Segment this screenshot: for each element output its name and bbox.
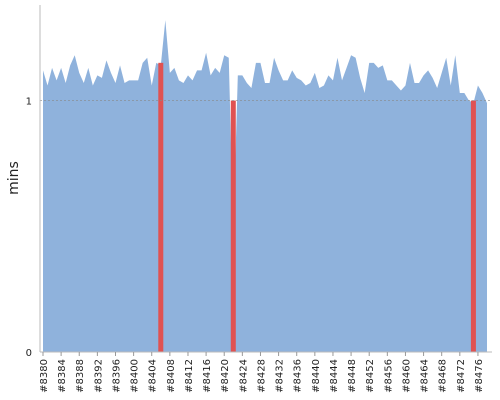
x-tick-label: #8444 bbox=[329, 359, 340, 393]
y-tick-label: 1 bbox=[26, 97, 32, 108]
x-tick-label: #8440 bbox=[311, 359, 322, 393]
x-tick-label: #8412 bbox=[184, 359, 195, 393]
x-tick-label: #8416 bbox=[202, 359, 213, 393]
x-tick-label: #8428 bbox=[256, 359, 267, 393]
x-tick-label: #8384 bbox=[57, 359, 68, 393]
failed-bar bbox=[470, 100, 476, 353]
x-tick-label: #8396 bbox=[111, 359, 122, 393]
x-tick-label: #8436 bbox=[293, 359, 304, 393]
x-tick-label: #8424 bbox=[238, 359, 249, 393]
x-tick-label: #8380 bbox=[39, 359, 50, 393]
x-tick-label: #8472 bbox=[456, 359, 467, 393]
y-tick-label: 0 bbox=[26, 348, 32, 359]
x-tick-label: #8392 bbox=[93, 359, 104, 393]
x-tick-label: #8460 bbox=[401, 359, 412, 393]
x-tick-label: #8476 bbox=[474, 359, 485, 393]
x-tick-label: #8432 bbox=[275, 359, 286, 393]
failed-bar bbox=[230, 100, 236, 353]
x-tick-label: #8468 bbox=[438, 359, 449, 393]
x-tick-label: #8400 bbox=[130, 359, 141, 393]
x-tick-label: #8420 bbox=[220, 359, 231, 393]
failed-bar bbox=[158, 62, 164, 352]
x-tick-label: #8408 bbox=[166, 359, 177, 393]
area bbox=[43, 20, 487, 353]
x-tick-label: #8448 bbox=[347, 359, 358, 393]
x-tick-label: #8452 bbox=[365, 359, 376, 393]
x-tick-label: #8388 bbox=[75, 359, 86, 393]
y-axis-label: mins bbox=[6, 161, 22, 195]
x-tick-label: #8404 bbox=[148, 359, 159, 393]
x-tick-label: #8464 bbox=[420, 359, 431, 393]
x-tick-label: #8456 bbox=[383, 359, 394, 393]
